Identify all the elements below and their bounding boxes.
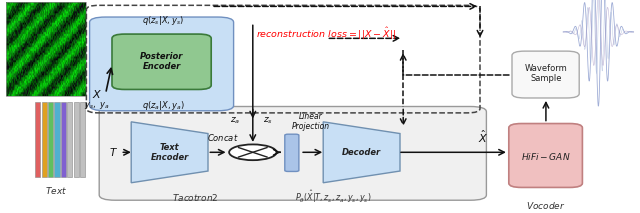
Text: $Tacotron2$: $Tacotron2$ bbox=[172, 192, 218, 203]
Text: $HiFi - GAN$: $HiFi - GAN$ bbox=[521, 151, 571, 162]
Text: $T$: $T$ bbox=[109, 146, 118, 158]
FancyBboxPatch shape bbox=[285, 134, 299, 171]
Text: Text
Encoder: Text Encoder bbox=[150, 142, 189, 162]
Text: $y_s,\ y_a$: $y_s,\ y_a$ bbox=[84, 100, 110, 111]
Text: $X$: $X$ bbox=[92, 88, 102, 100]
Text: $reconstruction\ loss = ||X - \hat{X}||$: $reconstruction\ loss = ||X - \hat{X}||$ bbox=[256, 26, 397, 42]
FancyBboxPatch shape bbox=[99, 106, 486, 200]
FancyBboxPatch shape bbox=[509, 124, 582, 187]
Bar bbox=[80, 102, 85, 177]
Bar bbox=[35, 102, 40, 177]
FancyBboxPatch shape bbox=[112, 34, 211, 89]
Bar bbox=[6, 2, 86, 96]
Polygon shape bbox=[323, 122, 400, 183]
Text: $z_a$: $z_a$ bbox=[230, 115, 241, 126]
Text: $Text$: $Text$ bbox=[45, 185, 67, 196]
Text: $q(z_s|X,y_s)$: $q(z_s|X,y_s)$ bbox=[142, 14, 184, 27]
Text: $P_\theta(\hat{X}|T,z_s,z_a,y_s,y_s)$: $P_\theta(\hat{X}|T,z_s,z_a,y_s,y_s)$ bbox=[294, 189, 371, 206]
Text: $Concat$: $Concat$ bbox=[207, 132, 239, 143]
Text: $z_s$: $z_s$ bbox=[262, 115, 273, 126]
Bar bbox=[54, 102, 60, 177]
FancyBboxPatch shape bbox=[90, 17, 234, 111]
Bar bbox=[61, 102, 66, 177]
Bar bbox=[48, 102, 53, 177]
Text: Posterior
Encoder: Posterior Encoder bbox=[140, 52, 183, 72]
Polygon shape bbox=[131, 122, 208, 183]
Bar bbox=[74, 102, 79, 177]
Text: Linear
Projection: Linear Projection bbox=[291, 112, 330, 131]
Text: $Vocoder$: $Vocoder$ bbox=[526, 200, 566, 211]
Circle shape bbox=[229, 144, 276, 160]
Bar bbox=[42, 102, 47, 177]
Text: Decoder: Decoder bbox=[342, 148, 381, 157]
Text: Waveform
Sample: Waveform Sample bbox=[525, 64, 567, 83]
Text: $q(z_a|X,y_a)$: $q(z_a|X,y_a)$ bbox=[141, 99, 185, 112]
Bar bbox=[67, 102, 72, 177]
Text: $\hat{X}$: $\hat{X}$ bbox=[478, 128, 488, 144]
FancyBboxPatch shape bbox=[512, 51, 579, 98]
